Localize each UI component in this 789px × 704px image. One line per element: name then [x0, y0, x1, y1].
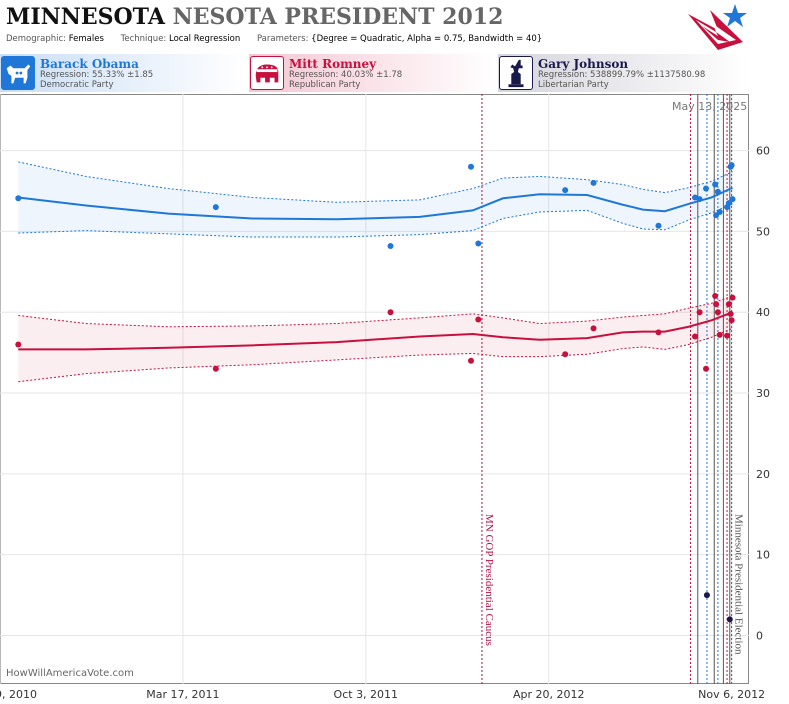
trend-line	[18, 311, 733, 351]
generated-date: May 13, 2025	[672, 100, 748, 113]
poll-point	[712, 181, 719, 188]
poll-point	[725, 200, 732, 207]
candidate-regression: Regression: 538899.79% ±1137580.98	[538, 70, 706, 80]
poll-point	[655, 329, 662, 336]
poll-point	[692, 333, 699, 340]
poll-point	[475, 316, 482, 323]
technique-label: Technique:	[120, 34, 167, 44]
star-logo-icon	[688, 4, 747, 50]
poll-point	[15, 341, 22, 348]
annotation-label: MN GOP Presidential Caucus	[483, 514, 495, 646]
y-tick-label: 50	[756, 225, 770, 238]
donkey-icon	[1, 56, 35, 90]
demographic-value: Females	[68, 34, 104, 44]
poll-point	[712, 293, 719, 300]
poll-point	[729, 196, 736, 203]
poll-point	[716, 209, 723, 215]
poll-point	[467, 357, 474, 364]
poll-point	[729, 294, 736, 301]
candidate-name: Barack Obama	[40, 57, 139, 71]
poll-point	[728, 162, 735, 169]
y-tick-label: 60	[756, 145, 770, 158]
annotation-label: Minnesota Presidential Election	[733, 514, 745, 655]
demographic-label: Demographic:	[6, 34, 67, 44]
candidate-party: Republican Party	[289, 80, 361, 90]
band-upper-line	[18, 295, 733, 328]
x-tick-label: Mar 17, 2011	[146, 688, 219, 701]
statue-of-liberty-icon	[499, 56, 533, 90]
candidate-romney: Mitt Romney Regression: 40.03% ±1.78 Rep…	[249, 54, 495, 92]
poll-point	[728, 317, 735, 324]
poll-point	[696, 309, 703, 316]
parameters-value: {Degree = Quadratic, Alpha = 0.75, Bandw…	[311, 34, 543, 44]
title-race: NESOTA PRESIDENT 2012	[172, 4, 504, 30]
parameters-line: Demographic: Females Technique: Local Re…	[6, 34, 556, 44]
poll-point	[590, 179, 597, 186]
candidate-name: Gary Johnson	[538, 57, 629, 71]
poll-point	[475, 240, 482, 247]
poll-point	[590, 325, 597, 332]
poll-point	[703, 185, 710, 192]
poll-point	[703, 365, 710, 372]
poll-point	[212, 365, 219, 372]
y-tick-label: 10	[756, 549, 770, 562]
title-state: MINNESOTA	[6, 4, 165, 30]
elephant-icon	[250, 56, 284, 90]
x-tick-label: Oct 3, 2011	[334, 688, 399, 701]
poll-point	[725, 301, 732, 308]
candidate-obama: Barack Obama Regression: 55.33% ±1.85 De…	[0, 54, 246, 92]
poll-point	[562, 187, 569, 194]
poll-point	[212, 204, 219, 211]
candidate-name: Mitt Romney	[289, 57, 377, 71]
technique-value: Local Regression	[169, 34, 241, 44]
parameters-label: Parameters:	[256, 34, 309, 44]
poll-point	[562, 351, 569, 358]
trend-line	[18, 186, 733, 221]
confidence-band	[18, 161, 733, 238]
x-tick-label: Nov 6, 2012	[698, 688, 765, 701]
band-lower-line	[18, 203, 733, 238]
candidate-johnson: Gary Johnson Regression: 538899.79% ±113…	[498, 54, 748, 92]
page-title: MINNESOTA NESOTA PRESIDENT 2012	[6, 4, 503, 30]
y-tick-label: 40	[756, 306, 770, 319]
poll-point	[727, 310, 734, 317]
x-tick-label: Aug 29, 2010	[0, 688, 37, 701]
poll-point	[713, 301, 720, 308]
poll-point	[696, 196, 703, 203]
candidate-party: Libertarian Party	[538, 80, 609, 90]
candidate-regression: Regression: 55.33% ±1.85	[40, 70, 154, 80]
poll-point	[716, 331, 723, 338]
candidate-party: Democratic Party	[40, 80, 114, 90]
y-tick-label: 0	[756, 630, 763, 643]
poll-point	[387, 242, 394, 249]
poll-point	[387, 309, 394, 316]
y-tick-label: 20	[756, 468, 770, 481]
site-watermark: HowWillAmericaVote.com	[6, 668, 134, 679]
poll-point	[692, 194, 699, 201]
header: MINNESOTA NESOTA PRESIDENT 2012 Demograp…	[0, 0, 789, 50]
poll-point	[714, 309, 721, 316]
band-upper-line	[18, 161, 733, 203]
y-tick-label: 30	[756, 387, 770, 400]
poll-point	[726, 616, 733, 623]
x-tick-label: Apr 20, 2012	[513, 688, 585, 701]
poll-point	[15, 195, 22, 202]
candidate-regression: Regression: 40.03% ±1.78	[289, 70, 403, 80]
band-lower-line	[18, 327, 733, 383]
poll-point	[703, 592, 710, 599]
poll-point	[655, 222, 662, 229]
poll-point	[724, 332, 731, 339]
poll-point	[714, 188, 721, 195]
poll-point	[467, 163, 474, 170]
